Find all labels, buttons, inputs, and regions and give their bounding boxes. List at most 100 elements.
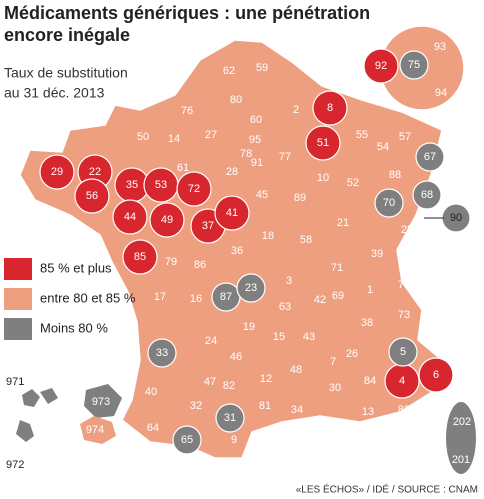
department-number: 8 xyxy=(327,102,333,114)
department-area xyxy=(176,171,212,207)
department-number: 75 xyxy=(408,59,420,71)
department-number: 43 xyxy=(303,331,315,343)
department-number: 52 xyxy=(347,177,359,189)
department-number: 26 xyxy=(346,348,358,360)
department-number: 44 xyxy=(124,211,136,223)
department-number: 12 xyxy=(260,373,272,385)
department-number: 63 xyxy=(279,301,291,313)
department-number: 201 xyxy=(452,454,470,466)
title-line: encore inégale xyxy=(4,25,130,45)
department-number: 55 xyxy=(356,129,368,141)
department-area xyxy=(147,338,177,368)
department-number: 32 xyxy=(190,400,202,412)
department-number: 15 xyxy=(273,331,285,343)
department-number: 53 xyxy=(155,179,167,191)
department-number: 64 xyxy=(147,422,159,434)
department-number: 202 xyxy=(453,416,471,428)
department-number: 16 xyxy=(190,293,202,305)
department-number: 6 xyxy=(433,369,439,381)
department-number: 973 xyxy=(92,396,110,408)
department-number: 36 xyxy=(231,245,243,257)
department-number: 14 xyxy=(168,133,180,145)
department-number: 95 xyxy=(249,134,261,146)
department-number: 71 xyxy=(331,262,343,274)
department-number: 41 xyxy=(226,207,238,219)
department-number: 91 xyxy=(251,157,263,169)
legend-label: 85 % et plus xyxy=(40,260,112,275)
department-area xyxy=(39,154,75,190)
department-number: 22 xyxy=(89,166,101,178)
legend-swatch xyxy=(4,258,32,280)
department-number: 5 xyxy=(400,346,406,358)
department-number: 56 xyxy=(86,190,98,202)
department-number: 19 xyxy=(243,321,255,333)
department-number: 40 xyxy=(145,386,157,398)
department-number: 47 xyxy=(204,376,216,388)
department-number: 84 xyxy=(364,375,376,387)
source: «LES ÉCHOS» / IDÉ / SOURCE : CNAM xyxy=(296,483,478,496)
department-area xyxy=(149,202,185,238)
department-number: 39 xyxy=(371,248,383,260)
legend-label: Moins 80 % xyxy=(40,320,108,335)
department-number: 69 xyxy=(332,290,344,302)
department-area xyxy=(399,50,429,80)
department-number: 24 xyxy=(205,335,217,347)
department-number: 46 xyxy=(230,351,242,363)
department-number: 48 xyxy=(290,364,302,376)
department-number: 88 xyxy=(389,169,401,181)
department-number: 4 xyxy=(399,375,405,387)
department-area xyxy=(415,142,445,172)
department-area xyxy=(214,195,250,231)
department-number: 49 xyxy=(161,214,173,226)
subtitle-line: Taux de substitution xyxy=(4,65,128,81)
department-number: 7 xyxy=(330,356,336,368)
department-number: 80 xyxy=(230,94,242,106)
department-number: 92 xyxy=(375,60,387,72)
department-number: 70 xyxy=(383,197,395,209)
department-area xyxy=(305,125,341,161)
department-number: 60 xyxy=(250,114,262,126)
department-number: 21 xyxy=(337,217,349,229)
department-area xyxy=(312,90,348,126)
department-number: 62 xyxy=(223,65,235,77)
department-number: 58 xyxy=(300,234,312,246)
department-number: 30 xyxy=(329,382,341,394)
department-number: 10 xyxy=(317,172,329,184)
department-number: 27 xyxy=(205,129,217,141)
department-number: 81 xyxy=(259,400,271,412)
department-area xyxy=(374,188,404,218)
department-number: 67 xyxy=(424,151,436,163)
department-number: 54 xyxy=(377,141,389,153)
department-number: 68 xyxy=(421,189,433,201)
department-number: 18 xyxy=(262,230,274,242)
department-number: 31 xyxy=(224,412,236,424)
department-number: 25 xyxy=(401,224,413,236)
department-area xyxy=(412,180,442,210)
department-area xyxy=(236,273,266,303)
department-number: 66 xyxy=(253,456,265,468)
guyane-shape xyxy=(84,384,122,418)
department-number: 3 xyxy=(286,275,292,287)
department-number: 89 xyxy=(294,192,306,204)
department-number: 79 xyxy=(165,256,177,268)
department-number: 82 xyxy=(223,380,235,392)
department-area xyxy=(388,337,418,367)
department-number: 72 xyxy=(188,183,200,195)
department-area xyxy=(112,199,148,235)
department-number: 13 xyxy=(362,406,374,418)
department-number: 86 xyxy=(194,259,206,271)
department-number: 51 xyxy=(317,137,329,149)
department-number: 76 xyxy=(181,105,193,117)
guadeloupe-shape xyxy=(22,388,58,407)
department-number: 83 xyxy=(398,404,410,416)
department-number: 28 xyxy=(226,166,238,178)
department-number: 2 xyxy=(293,104,299,116)
department-number: 65 xyxy=(181,434,193,446)
legend-swatch xyxy=(4,318,32,340)
corsica xyxy=(446,402,476,474)
department-area xyxy=(418,357,454,393)
department-number: 94 xyxy=(435,87,447,99)
department-number: 37 xyxy=(202,220,214,232)
